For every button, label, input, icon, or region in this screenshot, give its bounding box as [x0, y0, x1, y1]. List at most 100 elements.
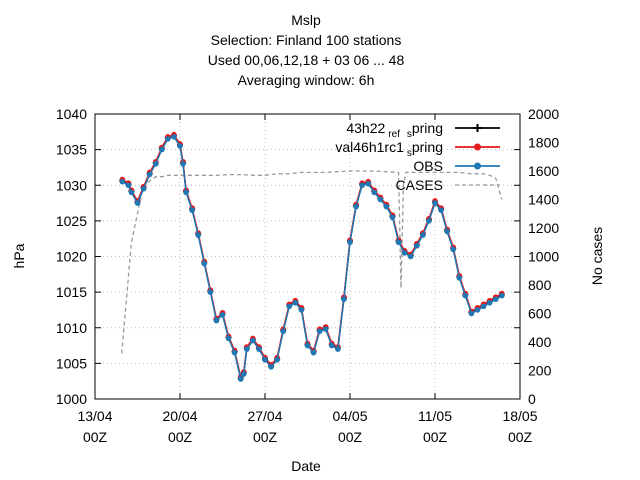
y-tick-label: 1010 — [56, 320, 87, 336]
y2-tick-label: 0 — [528, 391, 536, 407]
data-point-obs — [347, 239, 353, 246]
legend-text-spacer — [400, 120, 404, 136]
data-point-obs — [243, 346, 250, 352]
data-point-obs — [195, 232, 202, 238]
data-point-obs — [498, 292, 505, 299]
data-point-obs — [177, 143, 183, 149]
data-point-obs — [420, 232, 426, 238]
plot-area — [119, 131, 505, 382]
y-tick-label: 1030 — [56, 177, 87, 193]
y-tick-label: 1035 — [56, 142, 87, 158]
y-tick-label: 1000 — [56, 391, 87, 407]
data-point-obs — [134, 200, 141, 206]
y2-axis-label: No cases — [589, 227, 605, 285]
data-point-obs — [353, 203, 359, 210]
x-tick-label: 00Z — [253, 429, 278, 445]
x-tick-label: 20/04 — [162, 408, 197, 424]
data-point-obs — [119, 178, 126, 185]
series-line-obs — [121, 135, 503, 382]
data-point-obs — [219, 312, 226, 318]
y2-tick-label: 800 — [528, 277, 552, 293]
data-point-obs — [450, 246, 457, 253]
title-line: Selection: Finland 100 stations — [211, 32, 402, 48]
data-point-obs — [335, 346, 341, 352]
x-tick-label: 27/04 — [247, 408, 282, 424]
data-point-obs — [371, 189, 378, 196]
y-tick-label: 1015 — [56, 284, 87, 300]
legend-text: CASES — [396, 177, 443, 193]
legend-text: OBS — [413, 158, 443, 174]
y2-tick-label: 1400 — [528, 192, 559, 208]
data-point-obs — [286, 303, 293, 310]
data-point-obs — [407, 253, 414, 260]
data-point-obs — [213, 317, 220, 324]
legend-text: val46h1rc1 — [335, 139, 404, 155]
data-point-obs — [256, 346, 262, 352]
y2-tick-label: 1000 — [528, 249, 559, 265]
data-point-obs — [438, 207, 444, 213]
data-point-obs — [474, 307, 481, 313]
legend-label-obs: OBS — [413, 158, 443, 174]
data-point-obs — [237, 376, 244, 382]
data-point-obs — [468, 310, 475, 317]
data-point-obs — [189, 207, 195, 213]
x-tick-label: 00Z — [338, 429, 363, 445]
y-axis-label: hPa — [11, 243, 27, 268]
title-line: Mslp — [291, 12, 321, 28]
data-point-obs — [125, 182, 132, 189]
data-point-obs — [250, 337, 256, 344]
series-line-cases — [121, 170, 503, 354]
data-point-obs — [158, 146, 165, 153]
legend-marker-val — [474, 143, 481, 151]
data-point-obs — [359, 182, 365, 189]
data-point-obs — [413, 243, 420, 249]
data-point-obs — [322, 326, 329, 332]
y2-tick-label: 1200 — [528, 220, 559, 236]
data-point-obs — [140, 186, 147, 192]
legend-subscript: s — [407, 129, 412, 140]
data-point-obs — [444, 228, 450, 235]
x-tick-label: 00Z — [168, 429, 193, 445]
x-tick-label: 00Z — [423, 429, 448, 445]
data-point-obs — [180, 161, 186, 167]
data-point-obs — [240, 371, 247, 377]
data-point-obs — [262, 357, 268, 363]
data-point-obs — [432, 200, 438, 206]
y-tick-label: 1005 — [56, 355, 87, 371]
y2-tick-label: 600 — [528, 306, 552, 322]
legend-subscript: ref — [388, 129, 400, 140]
legend-text: 43h22 — [346, 120, 385, 136]
series-line-val — [121, 133, 503, 379]
data-point-obs — [225, 335, 232, 342]
x-tick-label: 00Z — [83, 429, 108, 445]
data-point-obs — [280, 328, 287, 335]
y-tick-label: 1025 — [56, 213, 87, 229]
data-point-obs — [310, 349, 317, 356]
x-tick-label: 13/04 — [77, 408, 112, 424]
title-line: Used 00,06,12,18 + 03 06 ... 48 — [208, 52, 405, 68]
data-point-obs — [462, 292, 469, 299]
x-axis-label: Date — [291, 458, 321, 474]
data-point-obs — [183, 189, 189, 196]
legend-label-cases: CASES — [396, 177, 443, 193]
data-point-obs — [316, 328, 323, 335]
y2-tick-label: 400 — [528, 334, 552, 350]
data-point-obs — [492, 296, 499, 303]
x-tick-label: 11/05 — [418, 408, 452, 424]
y2-ticks: 0 200 400 600 800 1000 1200 1400 1600 1800 2000 — [528, 106, 559, 407]
y2-tick-label: 2000 — [528, 106, 559, 122]
legend-text: pring — [412, 120, 443, 136]
legend-label-ref: 43h22 ref spring — [346, 120, 443, 140]
chart-title: Mslp Selection: Finland 100 stations Used … — [208, 12, 405, 88]
data-point-obs — [298, 307, 305, 313]
data-point-obs — [328, 342, 335, 349]
data-point-obs — [274, 357, 280, 363]
data-point-obs — [171, 134, 177, 140]
data-point-obs — [152, 161, 159, 167]
y2-tick-label: 1800 — [528, 135, 559, 151]
legend-subscript: s — [407, 148, 412, 159]
x-tick-label: 00Z — [508, 429, 533, 445]
data-point-obs — [389, 214, 396, 221]
y2-tick-label: 1600 — [528, 163, 559, 179]
